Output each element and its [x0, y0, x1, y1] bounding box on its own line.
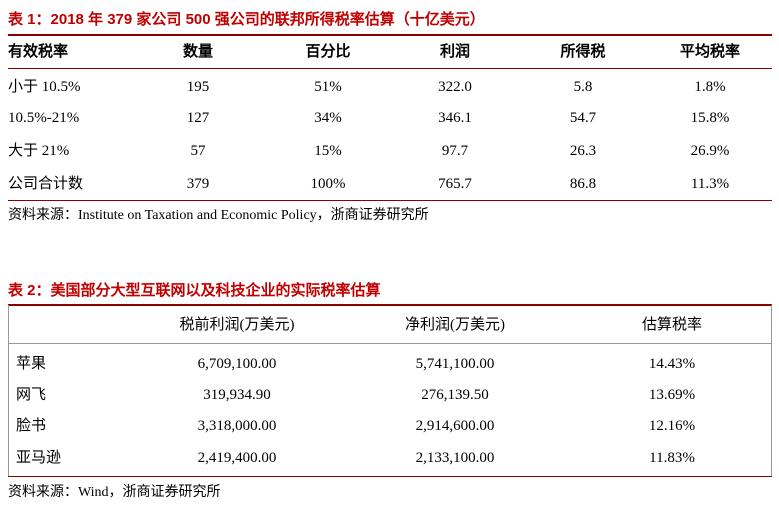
cell: 319,934.90 — [203, 387, 271, 403]
rule — [8, 200, 772, 201]
cell: 15% — [314, 143, 342, 159]
header-cell: 净利润(万美元) — [405, 317, 505, 333]
cell: 765.7 — [438, 176, 472, 192]
cell: 10.5%-21% — [8, 110, 80, 126]
rule — [8, 476, 772, 477]
cell: 15.8% — [690, 110, 730, 126]
cell: 322.0 — [438, 79, 472, 95]
cell: 51% — [314, 79, 342, 95]
cell: 346.1 — [438, 110, 472, 126]
cell: 26.9% — [690, 143, 730, 159]
cell: 脸书 — [16, 418, 47, 434]
cell: 2,133,100.00 — [415, 450, 495, 466]
cell: 195 — [186, 79, 210, 95]
source-note: 资料来源：Institute on Taxation and Economic … — [8, 208, 429, 223]
cell: 34% — [314, 110, 342, 126]
header-cell: 所得税 — [560, 43, 606, 60]
table-title: 表 2：美国部分大型互联网以及科技企业的实际税率估算 — [8, 282, 381, 299]
header-cell: 数量 — [182, 43, 214, 60]
cell: 2,914,600.00 — [415, 418, 495, 434]
cell: 379 — [186, 176, 210, 192]
header-cell: 利润 — [439, 43, 471, 60]
rule — [8, 343, 772, 344]
cell: 大于 21% — [8, 143, 70, 159]
header-cell: 平均税率 — [679, 43, 741, 60]
rule — [8, 305, 9, 476]
cell: 3,318,000.00 — [197, 418, 277, 434]
cell: 54.7 — [569, 110, 597, 126]
cell: 5,741,100.00 — [415, 356, 495, 372]
cell: 14.43% — [648, 356, 696, 372]
cell: 26.3 — [569, 143, 597, 159]
cell: 100% — [310, 176, 346, 192]
cell: 57 — [190, 143, 206, 159]
cell: 11.83% — [649, 450, 695, 466]
cell: 小于 10.5% — [8, 79, 81, 95]
cell: 2,419,400.00 — [197, 450, 277, 466]
cell: 127 — [186, 110, 210, 126]
cell: 6,709,100.00 — [197, 356, 277, 372]
cell: 86.8 — [569, 176, 597, 192]
table-title: 表 1：2018 年 379 家公司 500 强公司的联邦所得税率估算（十亿美元… — [8, 11, 485, 28]
rule — [771, 305, 772, 476]
rule — [8, 34, 772, 36]
cell: 13.69% — [648, 387, 696, 403]
cell: 苹果 — [16, 356, 47, 372]
cell: 5.8 — [573, 79, 593, 95]
cell: 亚马逊 — [16, 450, 62, 466]
cell: 1.8% — [694, 79, 726, 95]
header-cell: 税前利润(万美元) — [179, 317, 295, 333]
cell: 276,139.50 — [421, 387, 489, 403]
cell: 网飞 — [16, 387, 47, 403]
cell: 11.3% — [690, 176, 730, 192]
header-cell: 有效税率 — [8, 43, 69, 60]
cell: 97.7 — [441, 143, 469, 159]
header-cell: 估算税率 — [641, 317, 703, 333]
cell: 12.16% — [648, 418, 696, 434]
cell: 公司合计数 — [8, 176, 84, 192]
rule — [8, 68, 772, 69]
header-cell: 百分比 — [305, 43, 351, 60]
source-note: 资料来源：Wind，浙商证券研究所 — [8, 485, 221, 500]
rule — [8, 304, 772, 306]
